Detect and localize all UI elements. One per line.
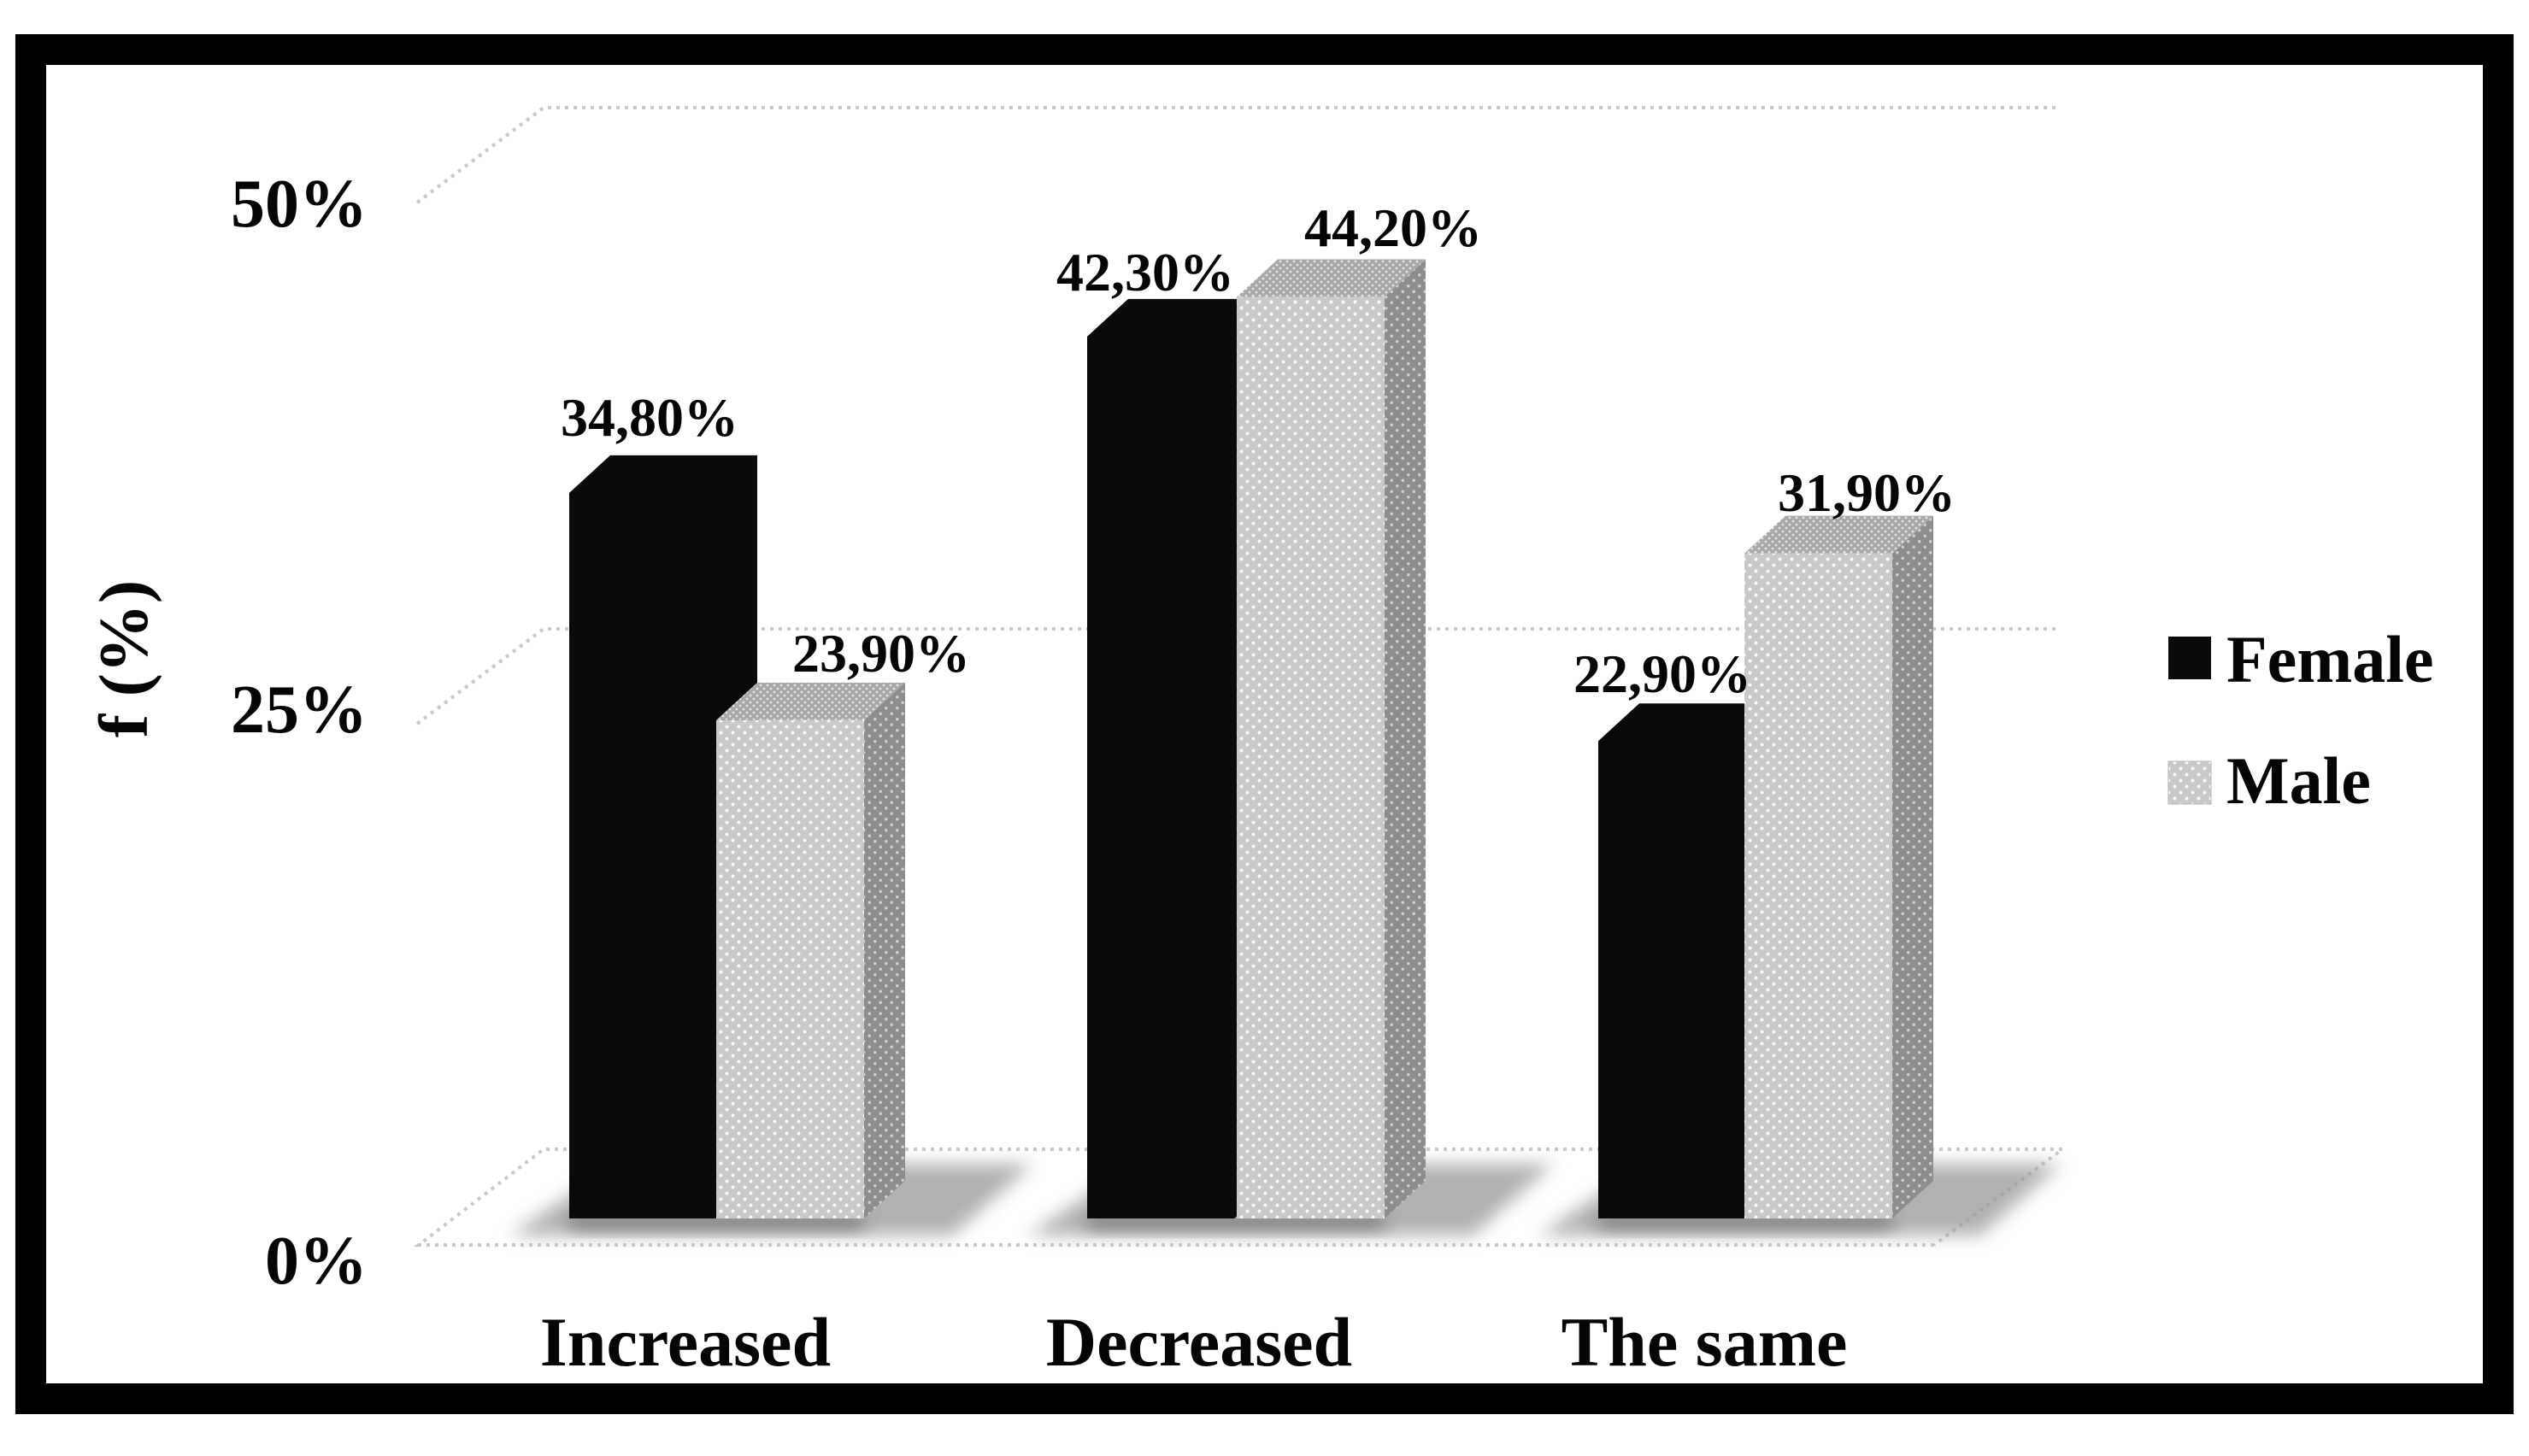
bar-base-shade-The same xyxy=(1598,1217,1892,1229)
figure-frame xyxy=(15,34,2514,1414)
xtick-increased: Increased xyxy=(540,1303,831,1381)
ytick-50%: 50% xyxy=(231,167,368,242)
bar-male-side-face xyxy=(864,682,905,1218)
legend: Female Male xyxy=(2167,622,2434,818)
data-label-female-Increased: 34,80% xyxy=(561,387,738,448)
bar-base-shade-Increased xyxy=(569,1217,864,1229)
bar-male-top-face xyxy=(716,682,905,720)
bar-male-The same xyxy=(1744,553,1892,1218)
bar-base-shade-Decreased xyxy=(1087,1217,1385,1229)
bar-male-top-face xyxy=(1237,259,1426,297)
floor-edges xyxy=(414,1148,2068,1247)
legend-item-female: Female xyxy=(2168,622,2434,696)
legend-swatch-female xyxy=(2168,637,2211,679)
bar-male-Increased xyxy=(716,719,864,1218)
bar-female-The same xyxy=(1598,703,1786,1218)
data-label-male-Increased: 23,90% xyxy=(792,623,970,684)
data-label-male-The same: 31,90% xyxy=(1778,462,1956,523)
bar-male-top-face xyxy=(1744,515,1933,554)
bar-group-Increased xyxy=(569,455,905,1218)
bar-group-Decreased xyxy=(1087,259,1426,1218)
legend-label-male: Male xyxy=(2226,743,2371,818)
legend-swatch-male xyxy=(2167,760,2212,805)
bar-male-side-face xyxy=(1385,259,1426,1218)
legend-item-male: Male xyxy=(2167,743,2371,818)
data-label-female-Decreased: 42,30% xyxy=(1056,242,1234,302)
bar-male-side-face xyxy=(1892,515,1933,1218)
xtick-the-same: The same xyxy=(1562,1303,1848,1381)
data-label-male-Decreased: 44,20% xyxy=(1304,197,1482,258)
gridline-25% xyxy=(415,627,2060,725)
y-axis-title: f (%) xyxy=(85,580,162,737)
ytick-0%: 0% xyxy=(265,1224,368,1299)
bar-group-The same xyxy=(1598,515,1933,1218)
bar-female-Increased xyxy=(569,455,757,1218)
ytick-25%: 25% xyxy=(231,672,368,748)
gridline-50% xyxy=(415,106,2060,204)
bar-female-Decreased xyxy=(1087,298,1275,1218)
data-label-female-The same: 22,90% xyxy=(1573,643,1751,704)
xtick-decreased: Decreased xyxy=(1046,1303,1352,1381)
legend-label-female: Female xyxy=(2226,622,2434,696)
bar-male-Decreased xyxy=(1237,296,1385,1218)
